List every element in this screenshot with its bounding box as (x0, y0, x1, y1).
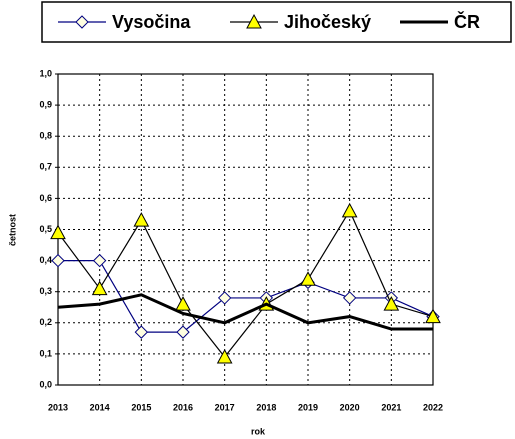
y-axis-title: četnost (7, 214, 17, 246)
y-tick-label: 0,8 (39, 131, 52, 141)
x-tick-label: 2022 (423, 402, 443, 412)
y-tick-label: 0,9 (39, 99, 52, 109)
x-tick-label: 2013 (48, 402, 68, 412)
point (176, 325, 190, 339)
series-line (57, 209, 434, 358)
point (300, 271, 316, 286)
point (91, 280, 108, 296)
series-line (57, 293, 433, 331)
point (50, 224, 66, 240)
y-tick-label: 0,4 (39, 255, 52, 265)
point (425, 308, 441, 324)
x-tick-label: 2017 (215, 402, 235, 412)
point (216, 348, 233, 364)
point (217, 291, 232, 305)
x-axis-title: rok (251, 426, 266, 436)
point (175, 296, 191, 311)
legend-label: ČR (454, 11, 480, 32)
y-tick-label: 0,0 (39, 379, 52, 389)
y-tick-label: 0,5 (39, 224, 52, 234)
point (342, 291, 357, 305)
y-tick-label: 0,7 (39, 162, 52, 172)
series-line (58, 260, 434, 333)
legend-marker (75, 15, 89, 29)
point (383, 296, 400, 311)
y-tick-label: 0,1 (39, 348, 52, 358)
x-tick-label: 2019 (298, 402, 318, 412)
x-tick-label: 2018 (256, 402, 276, 412)
x-tick-label: 2020 (340, 402, 360, 412)
point (134, 325, 149, 339)
point (92, 253, 107, 268)
x-tick-label: 2015 (131, 402, 151, 412)
y-tick-label: 1,0 (39, 68, 52, 78)
y-tick-label: 0,3 (39, 286, 52, 296)
legend-marker (246, 13, 262, 29)
legend-label: Jihočeský (284, 12, 371, 32)
point (341, 202, 358, 218)
x-tick-label: 2021 (381, 402, 401, 412)
y-tick-label: 0,6 (39, 193, 52, 203)
point (51, 253, 65, 268)
legend-label: Vysočina (112, 12, 191, 32)
y-tick-label: 0,2 (39, 317, 52, 327)
x-tick-label: 2014 (90, 402, 110, 412)
x-tick-label: 2016 (173, 402, 193, 412)
point (133, 212, 150, 227)
